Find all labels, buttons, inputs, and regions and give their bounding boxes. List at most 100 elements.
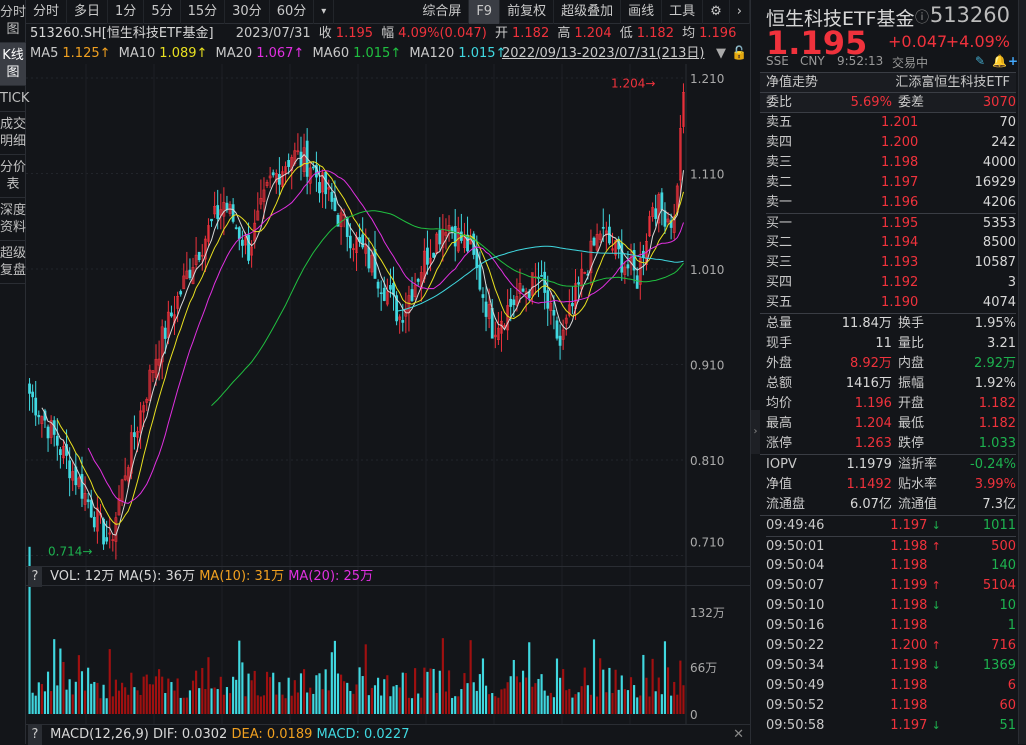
stat-label: 流通值 [897, 497, 937, 512]
stat-value: 3.21 [987, 336, 1016, 351]
sidebar-item-3[interactable]: 成交明细 [0, 112, 26, 155]
candle-body [234, 227, 238, 229]
candle-body [55, 435, 59, 446]
toolbar-button[interactable]: 画线 [621, 0, 663, 24]
period-tab[interactable]: 15分 [181, 0, 226, 24]
sidebar-item-5[interactable]: 深度资料 [0, 198, 26, 241]
order-book-row[interactable]: 卖五 1.201 70 [766, 113, 1016, 133]
min-price-label: 0.714→ [48, 545, 92, 559]
volume-bar [83, 690, 87, 714]
volume-bar [457, 696, 460, 714]
sidebar-item-6[interactable]: 超级复盘 [0, 241, 26, 284]
toolbar-button[interactable]: 工具 [662, 0, 704, 24]
volume-bar [173, 690, 176, 714]
volume-bar [330, 652, 333, 714]
level-volume: 70 [999, 115, 1017, 130]
candle-body [509, 298, 513, 307]
candle-body [623, 266, 627, 275]
volume-bar [145, 674, 148, 714]
kline-chart[interactable]: 1.210 1.110 1.010 0.910 0.810 0.710 1.204→ 0.71… [26, 64, 750, 724]
toolbar-button[interactable]: F9 [469, 0, 501, 24]
order-book-row[interactable]: 卖四 1.200 242 [766, 133, 1016, 153]
edit-icon[interactable]: ✎ [975, 54, 986, 68]
volume-tick-label: 0 [690, 708, 698, 722]
order-book-row[interactable]: 买四 1.192 3 [766, 273, 1016, 293]
low-value: 1.182 [636, 26, 674, 41]
volume-bar [158, 669, 161, 714]
period-tab[interactable]: 分时 [26, 0, 68, 24]
tick-time: 09:50:16 [766, 618, 825, 633]
period-tab[interactable]: 60分 [270, 0, 315, 24]
add-icon[interactable]: + [1008, 54, 1019, 68]
volume-bar [555, 658, 559, 714]
currency: CNY [800, 54, 825, 68]
volume-bar [469, 640, 472, 714]
level-volume: 10587 [974, 255, 1017, 270]
volume-bar [278, 682, 281, 714]
tick-row: 09:50:01 1.198 ↑ 500 [766, 536, 1016, 556]
volume-bar [648, 696, 651, 714]
candle-body [638, 257, 642, 285]
volume-bar [432, 668, 435, 714]
order-book-row[interactable]: 卖三 1.198 4000 [766, 153, 1016, 173]
order-book-row[interactable]: 买三 1.193 10587 [766, 253, 1016, 273]
volume-bar [43, 691, 47, 714]
candle-body [256, 210, 260, 221]
quote-info-bar: 513260.SH[恒生科技ETF基金] 2023/07/31 收 1.195 幅… [30, 25, 740, 43]
alert-bell-icon[interactable]: 🔔 [992, 54, 1007, 68]
toolbar-button[interactable]: 综合屏 [415, 0, 470, 24]
date-range-selector[interactable]: 2022/09/13-2023/07/31(213日) [502, 46, 705, 61]
lock-icon[interactable]: 🔓 [731, 46, 748, 61]
gear-icon[interactable]: ⚙ [703, 0, 730, 24]
stat-value: 8.92万 [849, 356, 892, 371]
volume-bar [602, 669, 605, 714]
tick-volume: 1 [1007, 618, 1016, 633]
volume-bar [306, 692, 309, 714]
close-icon[interactable]: ✕ [733, 727, 744, 742]
order-book-row[interactable]: 卖一 1.196 4206 [766, 193, 1016, 213]
fund-full-name: 汇添富恒生科技ETF [895, 75, 1010, 90]
order-book-row[interactable]: 买五 1.190 4074 [766, 293, 1016, 313]
info-icon[interactable]: ⓘ [915, 10, 929, 26]
toolbar-button[interactable]: 超级叠加 [554, 0, 622, 24]
order-book-row[interactable]: 买一 1.195 5353 [766, 213, 1016, 233]
nav-trend-row[interactable]: 净值走势 汇添富恒生科技ETF [760, 72, 1016, 92]
period-tab[interactable]: 30分 [225, 0, 270, 24]
volume-bar [484, 685, 488, 714]
candle-body [518, 282, 522, 294]
help-icon[interactable]: ? [28, 567, 42, 587]
order-book-row[interactable]: 买二 1.194 8500 [766, 233, 1016, 253]
sidebar-item-0[interactable]: 分时图 [0, 0, 26, 43]
vol-value: VOL: 12万 [50, 569, 115, 584]
volume-bar [441, 638, 444, 714]
period-tab[interactable]: 多日 [67, 0, 109, 24]
volume-bar [583, 667, 586, 714]
sidebar-item-4[interactable]: 分价表 [0, 155, 26, 198]
toolbar-button[interactable]: 前复权 [500, 0, 555, 24]
order-book-row[interactable]: 卖二 1.197 16929 [766, 173, 1016, 193]
candle-body [497, 327, 500, 340]
candle-body [166, 311, 170, 338]
candle-body [31, 391, 35, 398]
sidebar-item-2[interactable]: TICK [0, 86, 29, 112]
y-tick-label: 1.210 [690, 72, 724, 86]
nav-trend-label[interactable]: 净值走势 [766, 75, 819, 90]
sidebar-item-1[interactable]: K线图 [0, 43, 26, 86]
candle-body [635, 275, 639, 289]
scrollbar[interactable] [1018, 0, 1026, 744]
candle-body [46, 426, 50, 439]
dropdown-arrow-icon[interactable]: ▼ [716, 46, 726, 61]
tick-row: 09:50:58 1.197 ↓ 51 [766, 716, 1016, 736]
period-tab[interactable]: 1分 [108, 0, 145, 24]
volume-bar [318, 673, 321, 714]
volume-bar [219, 676, 222, 714]
period-tab[interactable]: 5分 [144, 0, 181, 24]
collapse-panel-handle[interactable]: › [751, 410, 760, 454]
volume-bar [108, 649, 111, 714]
avg-label: 均 [682, 26, 696, 41]
next-icon[interactable]: › [730, 0, 750, 24]
volume-bar [349, 690, 352, 714]
more-periods-icon[interactable]: ▾ [314, 0, 335, 24]
help-icon[interactable]: ? [28, 725, 42, 745]
volume-bar [614, 669, 617, 714]
